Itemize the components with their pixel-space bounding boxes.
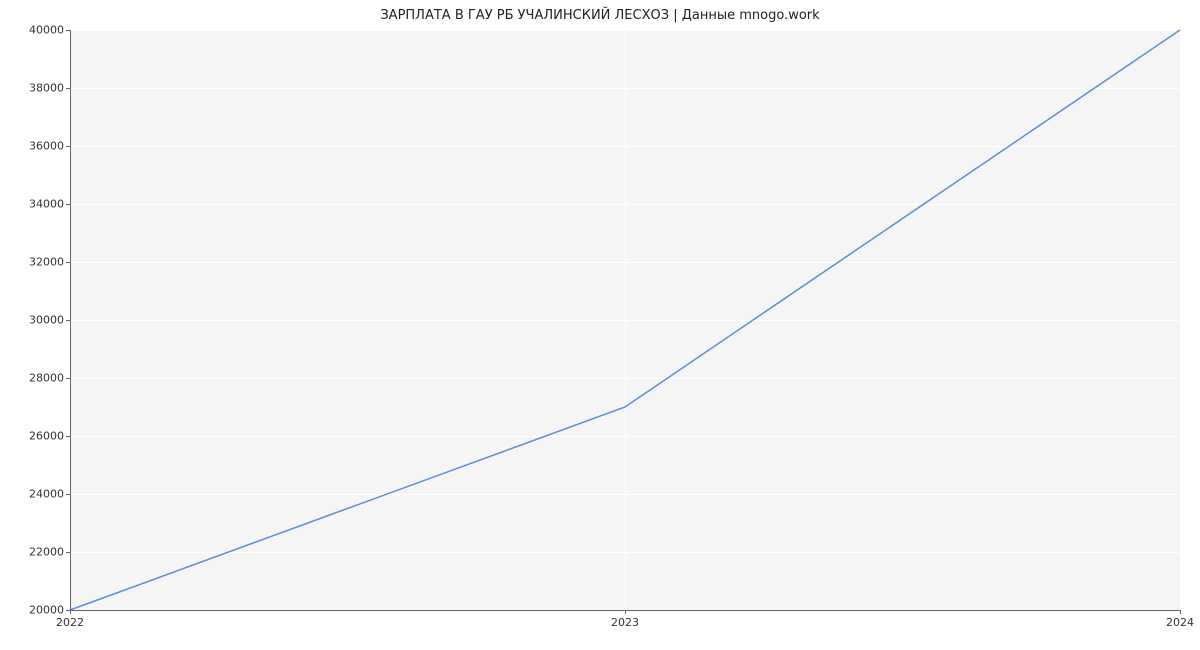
y-tick-label: 34000 [29,198,64,211]
x-tick-mark [625,610,626,614]
salary-line-chart: ЗАРПЛАТА В ГАУ РБ УЧАЛИНСКИЙ ЛЕСХОЗ | Да… [0,0,1200,650]
y-tick-label: 24000 [29,488,64,501]
y-tick-label: 26000 [29,430,64,443]
grid-line-v [1180,30,1181,610]
x-tick-label: 2024 [1166,616,1194,629]
x-tick-label: 2022 [56,616,84,629]
x-tick-mark [70,610,71,614]
y-tick-label: 22000 [29,546,64,559]
chart-title: ЗАРПЛАТА В ГАУ РБ УЧАЛИНСКИЙ ЛЕСХОЗ | Да… [0,8,1200,23]
y-tick-mark [66,262,70,263]
y-tick-mark [66,146,70,147]
y-tick-mark [66,320,70,321]
y-tick-label: 20000 [29,604,64,617]
y-tick-mark [66,552,70,553]
x-tick-mark [1180,610,1181,614]
y-tick-label: 40000 [29,24,64,37]
y-tick-mark [66,88,70,89]
y-tick-label: 36000 [29,140,64,153]
series-line-salary [70,30,1180,610]
y-tick-mark [66,494,70,495]
plot-area: 2000022000240002600028000300003200034000… [70,30,1180,610]
y-tick-mark [66,30,70,31]
line-layer [70,30,1180,610]
y-tick-label: 30000 [29,314,64,327]
y-tick-label: 38000 [29,82,64,95]
x-tick-label: 2023 [611,616,639,629]
y-tick-mark [66,436,70,437]
y-tick-label: 28000 [29,372,64,385]
y-tick-label: 32000 [29,256,64,269]
y-tick-mark [66,378,70,379]
axis-spine-left [70,30,71,610]
y-tick-mark [66,204,70,205]
